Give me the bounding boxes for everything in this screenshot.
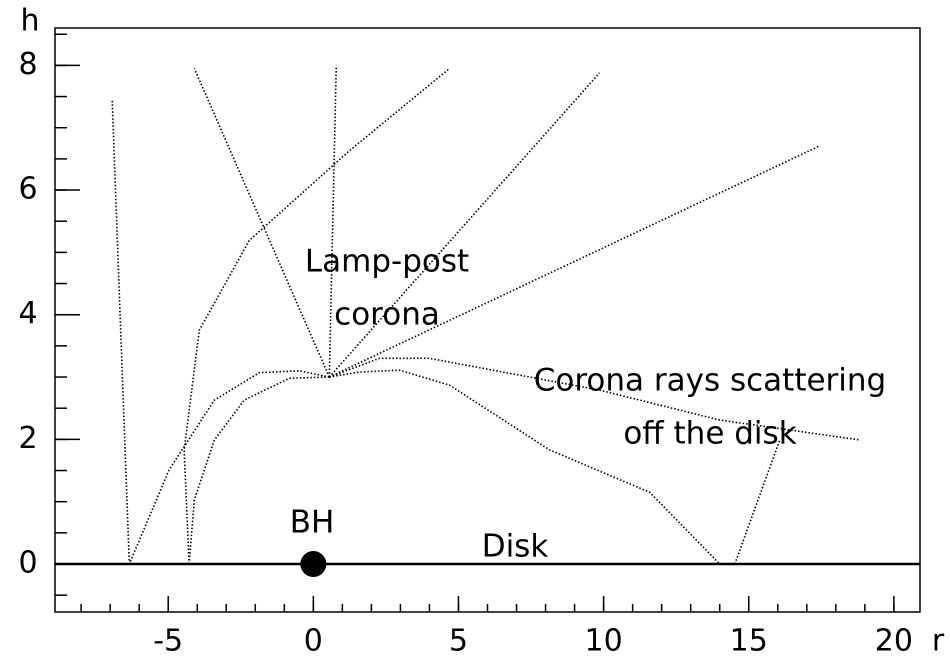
bh-label: BH (290, 505, 335, 541)
annotation: Corona rays scattering (534, 363, 887, 399)
ray (194, 69, 329, 378)
plot-frame (55, 28, 920, 612)
ray (112, 100, 129, 564)
x-tick-label: 0 (304, 624, 323, 659)
x-tick-label: 20 (875, 624, 913, 659)
page: {"chart_data": {"type": "line", "x_label… (0, 0, 950, 664)
chart: h r Lamp-post corona Corona rays scatter… (0, 0, 950, 664)
x-tick-label: 10 (585, 624, 623, 659)
y-tick-label: 4 (18, 296, 37, 331)
y-axis-label: h (20, 4, 39, 39)
annotation: corona (334, 297, 440, 333)
disk-label: Disk (482, 529, 549, 565)
ray (735, 440, 780, 564)
y-tick-label: 6 (18, 172, 37, 207)
annotation: Lamp-post (305, 244, 469, 280)
x-tick-label: -5 (153, 624, 183, 659)
y-tick-label: 8 (18, 47, 37, 82)
x-axis-label: r (932, 624, 945, 659)
y-tick-label: 0 (18, 546, 37, 581)
black-hole (300, 551, 326, 577)
x-tick-label: 5 (449, 624, 468, 659)
y-tick-label: 2 (18, 421, 37, 456)
x-tick-label: 15 (730, 624, 768, 659)
annotation: off the disk (623, 416, 796, 452)
